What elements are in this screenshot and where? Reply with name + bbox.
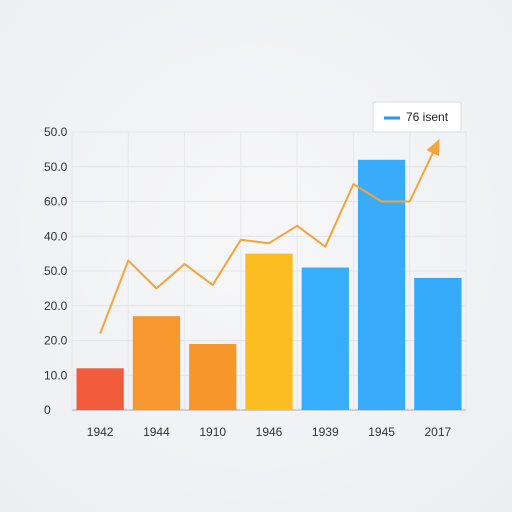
bar: [189, 343, 237, 410]
y-tick-label: 20.0: [44, 334, 68, 348]
bar: [132, 316, 181, 410]
y-tick-label: 40.0: [44, 229, 68, 243]
bar: [357, 159, 406, 410]
bar: [245, 253, 293, 410]
x-tick-label: 1939: [312, 425, 339, 439]
y-tick-label: 10.0: [44, 368, 68, 382]
bar: [76, 368, 124, 410]
y-tick-label: 20.0: [44, 299, 68, 313]
x-tick-label: 1945: [368, 425, 395, 439]
x-tick-label: 1942: [87, 425, 114, 439]
legend-label: 76 isent: [406, 110, 449, 124]
bar: [301, 267, 349, 410]
x-tick-label: 1910: [199, 425, 226, 439]
legend: 76 isent: [372, 101, 462, 133]
x-tick-label: 1944: [143, 425, 170, 439]
bars-group: [76, 159, 462, 410]
y-tick-label: 50.0: [44, 264, 68, 278]
y-tick-label: 50.0: [44, 160, 68, 174]
bar: [414, 277, 462, 410]
y-axis-ticks: 0 10.0 20.0 20.0 50.0 40.0 60.0 50.0 50.0: [44, 125, 68, 417]
trend-line: [99, 138, 440, 334]
x-tick-label: 2017: [425, 425, 452, 439]
line-series: [99, 138, 440, 334]
y-tick-label: 60.0: [44, 195, 68, 209]
legend-box: [372, 101, 462, 133]
y-tick-label: 0: [44, 403, 51, 417]
x-tick-label: 1946: [256, 425, 283, 439]
x-axis-ticks: 1942 1944 1910 1946 1939 1945 2017: [87, 425, 452, 439]
y-tick-label: 50.0: [44, 125, 68, 139]
